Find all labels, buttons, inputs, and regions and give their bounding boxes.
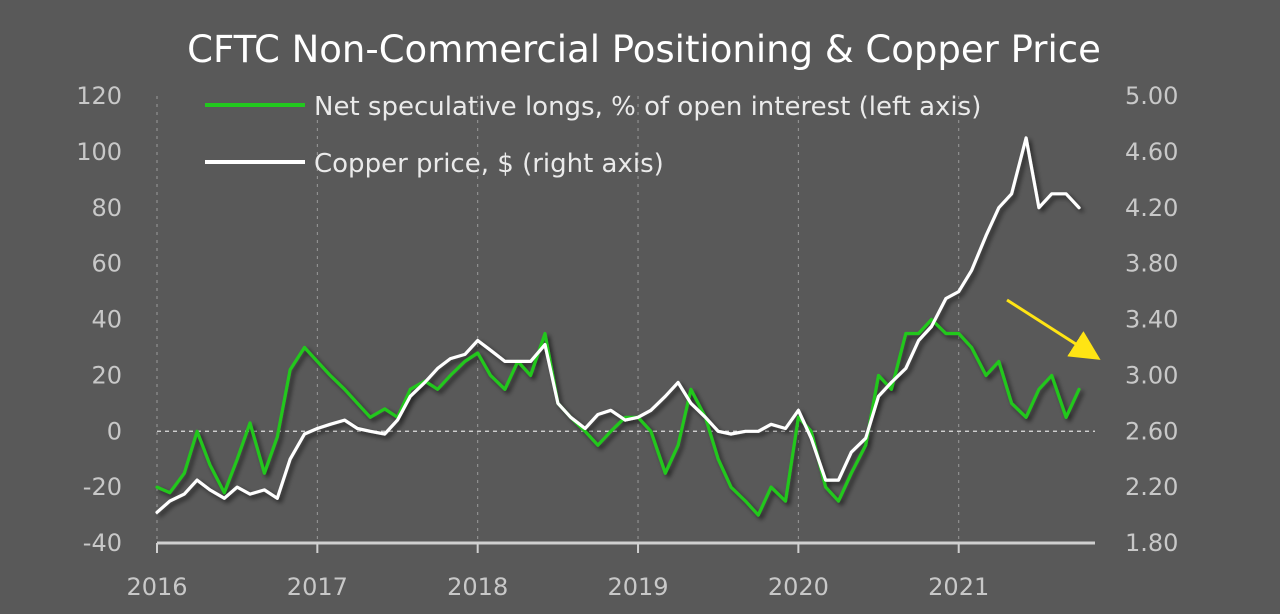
left-tick-label: 20 — [91, 361, 122, 389]
right-tick-label: 2.20 — [1125, 473, 1178, 501]
left-tick-label: 0 — [107, 417, 122, 445]
left-tick-label: -20 — [83, 473, 122, 501]
legend-label-net-longs: Net speculative longs, % of open interes… — [314, 92, 981, 122]
series-line-net-longs — [155, 317, 1081, 517]
right-tick-label: 1.80 — [1125, 529, 1178, 557]
x-tick-label: 2016 — [126, 573, 187, 601]
left-tick-label: 60 — [91, 250, 122, 278]
x-tick-label: 2019 — [607, 573, 668, 601]
left-axis-ticks: 120 100 80 60 40 20 0 -20 -40 — [76, 82, 122, 557]
left-tick-label: -40 — [83, 529, 122, 557]
left-tick-label: 100 — [76, 138, 122, 166]
x-tick-label: 2018 — [447, 573, 508, 601]
series-line-copper-price — [155, 136, 1081, 514]
right-tick-label: 5.00 — [1125, 82, 1178, 110]
trend-arrow — [1006, 298, 1101, 360]
legend-label-copper: Copper price, $ (right axis) — [314, 149, 664, 179]
right-axis-ticks: 5.00 4.60 4.20 3.80 3.40 3.00 2.60 2.20 1.80 — [1125, 82, 1178, 557]
x-tick-label: 2020 — [768, 573, 829, 601]
grid — [156, 96, 1095, 543]
right-tick-label: 2.60 — [1125, 417, 1178, 445]
left-tick-label: 40 — [91, 306, 122, 334]
right-tick-label: 4.60 — [1125, 138, 1178, 166]
x-tick-label: 2021 — [928, 573, 989, 601]
x-tick-label: 2017 — [287, 573, 348, 601]
x-axis: 2016 2017 2018 2019 2020 2021 — [126, 541, 1095, 601]
left-tick-label: 80 — [91, 194, 122, 222]
left-tick-label: 120 — [76, 82, 122, 110]
chart-title: CFTC Non-Commercial Positioning & Copper… — [187, 28, 1101, 71]
series-lines — [155, 136, 1081, 517]
right-tick-label: 3.00 — [1125, 361, 1178, 389]
legend: Net speculative longs, % of open interes… — [205, 92, 981, 179]
right-tick-label: 4.20 — [1125, 194, 1178, 222]
right-tick-label: 3.40 — [1125, 306, 1178, 334]
right-tick-label: 3.80 — [1125, 250, 1178, 278]
